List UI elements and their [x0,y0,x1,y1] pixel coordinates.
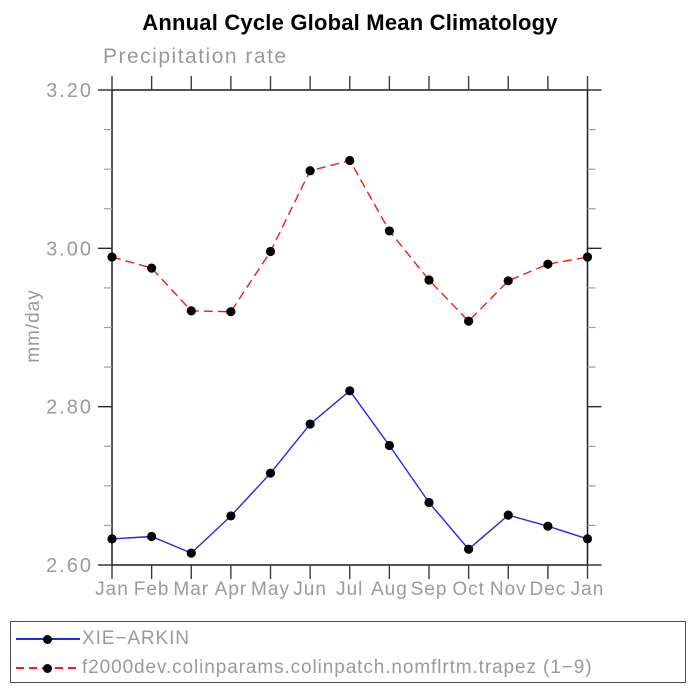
x-tick-label: Mar [173,579,209,600]
data-point-marker [543,521,553,531]
data-point-marker [305,166,315,176]
data-point-marker [543,259,553,269]
x-tick-label: Apr [215,579,248,600]
data-point-marker [345,155,355,166]
series-line [111,159,588,323]
x-tick-label: May [251,579,290,600]
y-tick-labels: 2.60 2.80 3.00 3.20 [46,80,93,577]
data-point-marker [186,306,196,316]
legend-item-xie-arkin: XIE−ARKIN [16,628,190,649]
legend-marker-dot-icon [43,634,52,644]
x-tick-label: Oct [452,579,485,600]
data-point-marker [464,544,474,554]
x-tick-labels: Jan Feb Mar Apr May Jun Jul Aug Sep Oct Nov Dec Jan [95,579,605,600]
data-point-marker [424,275,434,285]
data-point-marker [305,419,315,429]
y-tick-label: 3.20 [46,80,93,102]
x-tick-label: Jul [336,579,363,600]
data-point-marker [147,531,157,542]
series-f2000dev [107,155,593,326]
data-point-marker [107,252,117,262]
legend-marker-dot-icon [43,663,52,673]
x-tick-label: Sep [411,579,448,600]
data-point-marker [107,534,117,544]
chart-subtitle: Precipitation rate [103,45,288,68]
series-line [111,389,588,554]
legend-label: f2000dev.colinparams.colinpatch.nomflrtm… [82,657,593,678]
legend-label: XIE−ARKIN [82,628,190,649]
legend-sample-1 [16,658,80,678]
y-tick-label: 3.00 [46,238,93,260]
x-tick-label: Aug [371,579,408,600]
x-tick-label: Jun [293,579,327,600]
legend-item-f2000dev: f2000dev.colinparams.colinpatch.nomflrtm… [16,657,593,678]
y-axis-ticks [98,89,602,566]
data-point-marker [265,468,276,478]
data-point-marker [384,440,394,451]
data-point-marker [226,511,236,521]
series-xie-arkin [107,386,593,558]
y-tick-label: 2.60 [46,555,93,577]
chart-title: Annual Cycle Global Mean Climatology [142,10,558,35]
data-point-marker [582,534,593,544]
legend-sample-0 [16,629,80,649]
x-axis-ticks [111,76,589,579]
data-point-marker [384,226,394,236]
data-point-marker [503,510,513,520]
data-point-marker [582,252,593,262]
data-point-marker [345,386,355,396]
x-tick-label: Jan [571,579,605,600]
data-point-marker [147,263,157,273]
data-point-marker [424,497,434,508]
x-tick-label: Jan [95,579,129,600]
data-point-marker [226,307,236,317]
x-tick-label: Dec [529,579,566,600]
y-tick-label: 2.80 [46,397,93,419]
x-tick-label: Nov [490,579,527,600]
data-point-marker [503,276,513,286]
data-point-marker [265,246,276,257]
data-point-marker [186,548,196,558]
x-tick-label: Feb [134,579,170,600]
legend: XIE−ARKIN f2000dev.colinparams.colinpatc… [10,621,686,683]
data-point-marker [464,316,474,326]
